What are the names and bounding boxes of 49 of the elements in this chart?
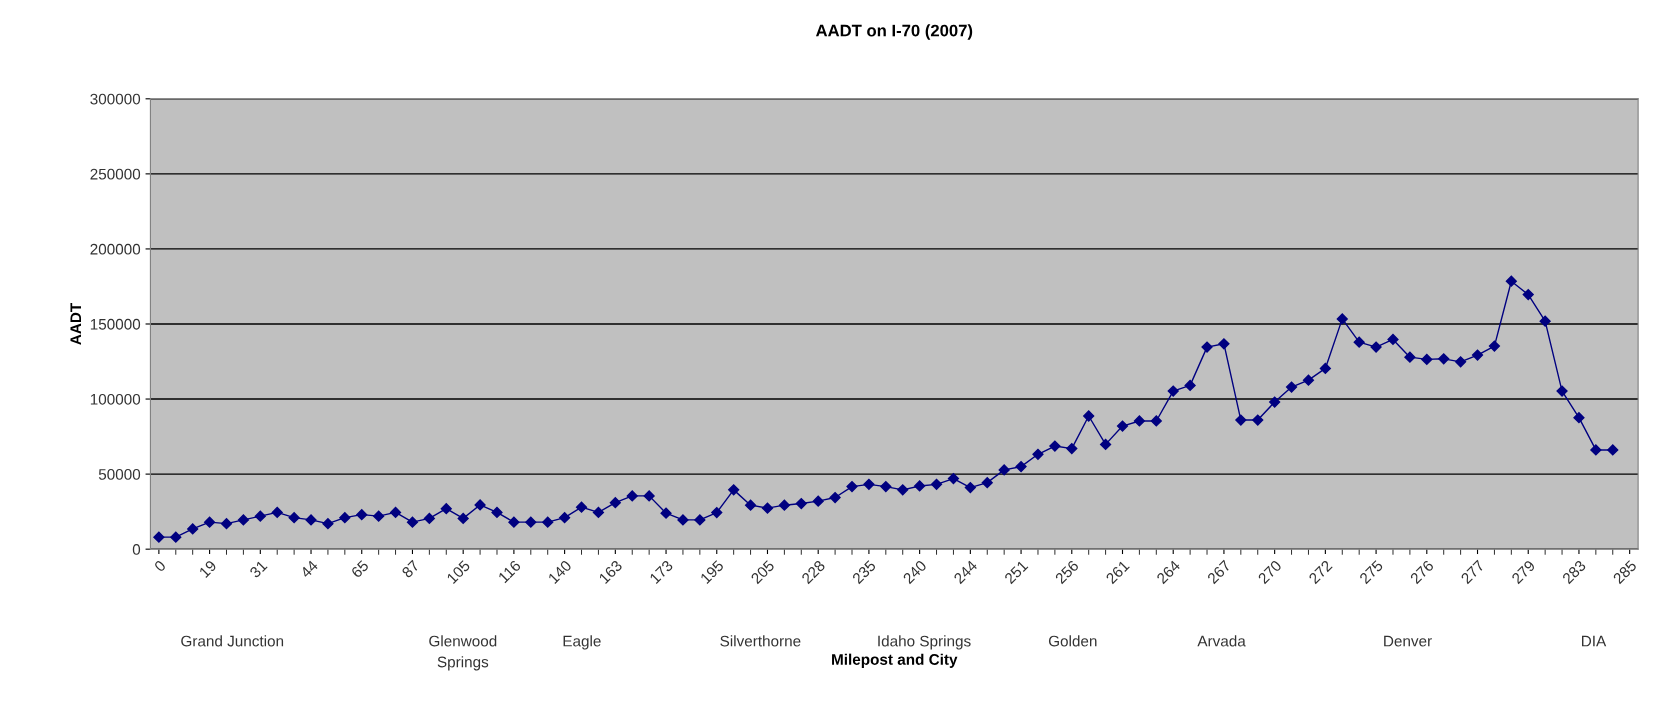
x-tick-label: 173 bbox=[649, 559, 674, 585]
y-tick-label: 0 bbox=[132, 544, 141, 555]
x-tick-label: 244 bbox=[953, 559, 978, 585]
x-tick-label: 65 bbox=[350, 559, 370, 579]
text: Golden bbox=[1048, 635, 1097, 647]
x-tick-label: 279 bbox=[1511, 559, 1536, 585]
y-tick-label: 150000 bbox=[90, 318, 141, 330]
x-tick-label: 87 bbox=[401, 559, 420, 579]
text: Idaho Springs bbox=[878, 635, 971, 650]
x-tick-label: 105 bbox=[446, 559, 471, 585]
x-tick-label: 270 bbox=[1257, 559, 1283, 585]
x-tick-label: 276 bbox=[1409, 559, 1435, 585]
x-tick-label: 256 bbox=[1054, 559, 1080, 585]
text: Denver bbox=[1384, 635, 1432, 647]
text: Arvada bbox=[1197, 635, 1246, 647]
y-axis-title: AADT bbox=[70, 302, 81, 345]
x-tick-label: 44 bbox=[299, 559, 319, 579]
y-tick-label: 100000 bbox=[90, 393, 141, 405]
text: Silverthorne bbox=[720, 635, 801, 647]
text: DIA bbox=[1582, 635, 1607, 647]
x-tick-label: 251 bbox=[1003, 559, 1029, 585]
x-tick-label: 272 bbox=[1308, 559, 1333, 585]
x-tick-label: 264 bbox=[1156, 559, 1181, 585]
x-tick-label: 31 bbox=[248, 559, 268, 579]
x-axis-title: Milepost and City bbox=[832, 653, 958, 668]
y-tick-label: 250000 bbox=[90, 168, 141, 180]
x-tick-label: 261 bbox=[1105, 559, 1130, 585]
x-tick-label: 140 bbox=[547, 559, 573, 585]
x-tick-label: 285 bbox=[1612, 559, 1638, 585]
text: Eagle bbox=[563, 635, 601, 650]
x-tick-label: 0 bbox=[153, 559, 167, 573]
y-tick-label: 50000 bbox=[98, 468, 141, 480]
chart-title: AADT on I-70 (2007) bbox=[815, 24, 973, 40]
x-tick-label: 240 bbox=[902, 559, 928, 585]
x-tick-label: 163 bbox=[598, 559, 623, 585]
x-tick-label: 275 bbox=[1358, 559, 1384, 585]
y-tick-label: 300000 bbox=[90, 93, 141, 105]
text: Grand Junction bbox=[181, 635, 284, 647]
x-tick-label: 205 bbox=[750, 559, 775, 585]
x-tick-label: 228 bbox=[801, 559, 826, 585]
x-tick-label: 19 bbox=[198, 559, 218, 579]
x-tick-label: 277 bbox=[1460, 559, 1485, 585]
x-tick-label: 195 bbox=[699, 559, 725, 585]
x-tick-label: 267 bbox=[1206, 559, 1232, 585]
text: Glenwood Springs bbox=[429, 635, 497, 671]
x-tick-label: 235 bbox=[851, 559, 877, 585]
x-tick-label: 283 bbox=[1561, 559, 1587, 585]
y-tick-label: 200000 bbox=[90, 243, 141, 255]
x-tick-label: 116 bbox=[497, 559, 522, 584]
